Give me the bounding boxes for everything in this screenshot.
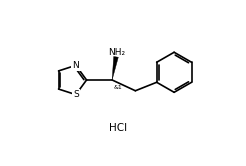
Polygon shape — [112, 56, 118, 80]
Text: NH₂: NH₂ — [108, 48, 125, 57]
Text: N: N — [73, 61, 79, 70]
Text: S: S — [73, 90, 79, 99]
Text: HCl: HCl — [109, 123, 127, 133]
Text: &1: &1 — [114, 85, 123, 90]
